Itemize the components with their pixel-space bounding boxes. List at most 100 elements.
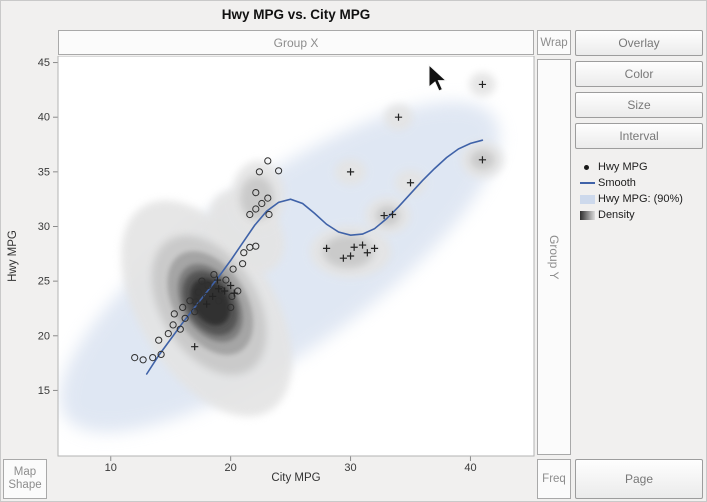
legend-item-smooth[interactable]: Smooth — [580, 175, 704, 191]
data-point-circle[interactable] — [198, 277, 206, 285]
y-tick-label: 40 — [38, 112, 50, 124]
data-point-plus[interactable] — [358, 241, 367, 249]
data-point-circle[interactable] — [222, 276, 230, 284]
data-point-circle[interactable] — [169, 321, 177, 329]
data-point-circle[interactable] — [239, 260, 247, 268]
data-point-plus[interactable] — [406, 179, 415, 187]
data-point-circle[interactable] — [155, 336, 163, 344]
drop-zone-group-x[interactable]: Group X — [58, 30, 534, 55]
map-shape-line1: Map — [13, 466, 37, 478]
data-point-circle[interactable] — [181, 314, 189, 322]
density-blob — [322, 235, 374, 269]
data-point-circle[interactable] — [215, 297, 223, 305]
data-point-circle[interactable] — [246, 210, 254, 219]
y-axis-title: Hwy MPG — [7, 230, 19, 282]
data-point-plus[interactable] — [394, 113, 403, 121]
data-point-plus[interactable] — [478, 156, 487, 164]
y-tick-label: 35 — [38, 166, 50, 178]
y-tick-label: 45 — [38, 57, 50, 69]
data-point-circle[interactable] — [227, 303, 235, 311]
cursor-arrow-icon — [428, 64, 448, 92]
data-point-plus[interactable] — [370, 244, 379, 252]
data-point-circle[interactable] — [176, 325, 184, 333]
data-point-circle[interactable] — [252, 242, 260, 250]
data-point-plus[interactable] — [346, 168, 355, 176]
data-point-circle[interactable] — [264, 194, 272, 202]
axis-ticks: 10 20 30 40 15 20 25 30 35 40 45 — [38, 57, 477, 474]
color-button[interactable]: Color — [575, 61, 703, 87]
data-point-circle[interactable] — [275, 167, 283, 175]
data-point-circle[interactable] — [204, 281, 212, 290]
legend-label-points: Hwy MPG — [598, 161, 648, 173]
data-point-circle[interactable] — [229, 265, 237, 273]
legend-label-smooth: Smooth — [598, 177, 636, 189]
chart-title: Hwy MPG vs. City MPG — [221, 7, 371, 22]
y-tick-label: 15 — [38, 385, 50, 397]
legend-interval-swatch — [580, 194, 598, 204]
data-point-circle[interactable] — [255, 168, 263, 176]
data-point-plus[interactable] — [213, 276, 222, 284]
plot-layers — [60, 72, 505, 433]
data-point-plus[interactable] — [227, 281, 235, 290]
density-blob — [240, 176, 274, 220]
x-tick-label: 10 — [105, 462, 117, 474]
legend-line-swatch — [580, 182, 598, 184]
data-point-plus[interactable] — [322, 244, 331, 252]
data-point-circle[interactable] — [265, 210, 273, 219]
legend-item-points[interactable]: Hwy MPG — [580, 159, 704, 175]
density-contours — [121, 72, 505, 417]
x-axis-title: City MPG — [271, 472, 321, 484]
data-point-circle[interactable] — [179, 303, 187, 311]
data-point-plus[interactable] — [203, 300, 211, 308]
legend-density-swatch — [580, 210, 598, 220]
page-button[interactable]: Page — [575, 459, 703, 499]
y-tick-label: 20 — [38, 330, 50, 342]
drop-zone-map-shape[interactable]: Map Shape — [3, 459, 47, 499]
legend-item-interval[interactable]: Hwy MPG: (90%) — [580, 191, 704, 207]
data-point-circle[interactable] — [252, 189, 260, 197]
overlay-button[interactable]: Overlay — [575, 30, 703, 56]
plot-svg[interactable]: 10 20 30 40 15 20 25 30 35 40 45 — [1, 56, 537, 480]
y-tick-label: 25 — [38, 276, 50, 288]
legend-dot-swatch — [580, 164, 598, 170]
data-point-circle[interactable] — [258, 199, 266, 208]
data-point-plus[interactable] — [191, 343, 199, 351]
data-point-circle[interactable] — [191, 308, 199, 316]
x-tick-label: 20 — [225, 462, 237, 474]
map-shape-line2: Shape — [8, 479, 42, 491]
data-point-circle[interactable] — [252, 205, 260, 213]
data-point-plus[interactable] — [478, 80, 487, 89]
interval-button[interactable]: Interval — [575, 123, 703, 149]
data-point-circle[interactable] — [139, 356, 147, 364]
data-point-circle[interactable] — [157, 350, 165, 358]
data-point-plus[interactable] — [388, 210, 397, 219]
data-point-circle[interactable] — [194, 288, 202, 296]
data-point-circle[interactable] — [131, 354, 139, 362]
data-point-plus[interactable] — [230, 289, 238, 297]
data-point-plus[interactable] — [350, 243, 358, 251]
x-tick-label: 30 — [344, 462, 356, 474]
plot-border — [57, 56, 535, 457]
data-point-circle[interactable] — [240, 249, 248, 257]
data-point-plus[interactable] — [209, 292, 217, 301]
data-point-plus[interactable] — [215, 285, 223, 293]
legend-label-interval: Hwy MPG: (90%) — [598, 193, 683, 205]
data-point-plus[interactable] — [339, 254, 347, 262]
size-button[interactable]: Size — [575, 92, 703, 118]
data-point-circle[interactable] — [264, 157, 272, 165]
data-point-plus[interactable] — [380, 211, 388, 220]
data-point-circle[interactable] — [170, 310, 178, 318]
data-point-circle[interactable] — [164, 330, 172, 338]
data-point-circle[interactable] — [149, 354, 157, 362]
data-point-circle[interactable] — [192, 298, 200, 306]
data-point-plus[interactable] — [363, 249, 371, 257]
drop-zone-wrap[interactable]: Wrap — [537, 30, 571, 55]
data-point-circle[interactable] — [210, 271, 218, 279]
legend-item-density[interactable]: Density — [580, 207, 704, 223]
drop-zone-freq[interactable]: Freq — [537, 459, 571, 499]
data-point-plus[interactable] — [346, 252, 355, 260]
legend-label-density: Density — [598, 209, 635, 221]
drop-zone-group-y[interactable]: Group Y — [537, 59, 571, 455]
data-point-plus[interactable] — [221, 287, 229, 295]
